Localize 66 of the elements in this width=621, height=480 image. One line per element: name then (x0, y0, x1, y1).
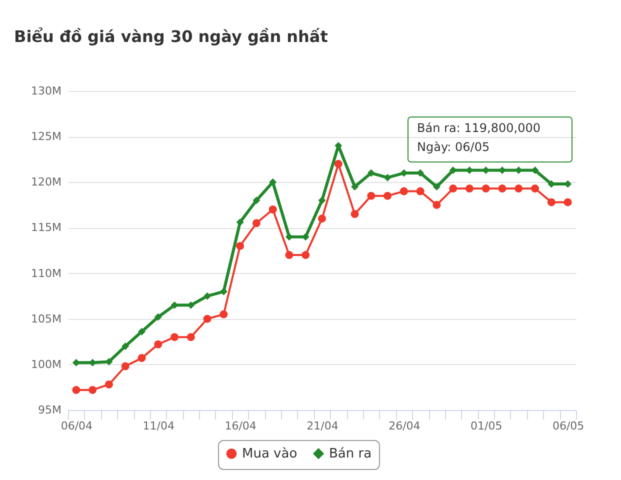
point (220, 288, 228, 296)
point (547, 198, 556, 206)
point (203, 314, 212, 323)
point (285, 251, 294, 260)
point (204, 292, 212, 300)
x-tick-label: 06/05 (552, 420, 584, 432)
point (498, 166, 506, 174)
point (465, 184, 474, 193)
annotation: Bán ra: 119,800,000 Ngày: 06/05 (417, 121, 540, 154)
x-tick-label: 01/05 (470, 420, 502, 432)
point (351, 182, 359, 190)
x-tick-label: 16/04 (224, 420, 256, 432)
point (367, 192, 376, 200)
y-tick-label: 110M (31, 266, 62, 280)
point (88, 386, 97, 394)
point (334, 160, 342, 168)
point (350, 210, 359, 218)
point (302, 251, 310, 260)
legend-label: Mua vào (242, 446, 298, 462)
point (154, 313, 162, 321)
point (121, 362, 130, 370)
point (72, 358, 80, 366)
y-tick-label: 130M (31, 84, 62, 98)
point (252, 196, 260, 204)
x-tick-label: 06/04 (60, 420, 93, 432)
point (514, 184, 523, 193)
point (384, 174, 392, 182)
point (318, 214, 326, 223)
point (170, 333, 179, 342)
point (367, 169, 375, 177)
point (384, 192, 392, 200)
point (432, 182, 440, 190)
point (449, 184, 458, 193)
point (416, 187, 424, 196)
point (400, 187, 408, 196)
y-tick-label: 105M (31, 312, 62, 326)
point (482, 184, 490, 193)
point (285, 233, 293, 241)
y-tick-label: 100M (31, 358, 62, 371)
y-tick-label: 95M (38, 404, 62, 416)
point (122, 342, 130, 350)
point (252, 219, 260, 228)
x-tick-label: 11/04 (142, 420, 174, 432)
point (154, 340, 162, 348)
chart-title: Biểu đồ giá vàng 30 ngày gần nhất (14, 27, 328, 46)
y-tick-label: 125M (31, 130, 62, 144)
x-tick-label: 26/04 (388, 420, 420, 432)
point (220, 310, 228, 318)
point (138, 354, 146, 362)
point (138, 328, 146, 336)
point (268, 205, 277, 214)
point (104, 380, 113, 388)
point (564, 198, 572, 206)
point (186, 333, 195, 342)
legend-label: Bán ra (329, 446, 372, 462)
point (318, 196, 326, 204)
x-tick-label: 21/04 (306, 420, 338, 432)
y-tick-label: 115M (31, 221, 62, 234)
point (236, 242, 244, 250)
y-tick-label: 120M (31, 176, 62, 189)
point (236, 218, 244, 226)
point (498, 184, 506, 193)
point (72, 386, 80, 394)
point (531, 184, 540, 193)
point (432, 200, 441, 209)
point (269, 178, 277, 186)
